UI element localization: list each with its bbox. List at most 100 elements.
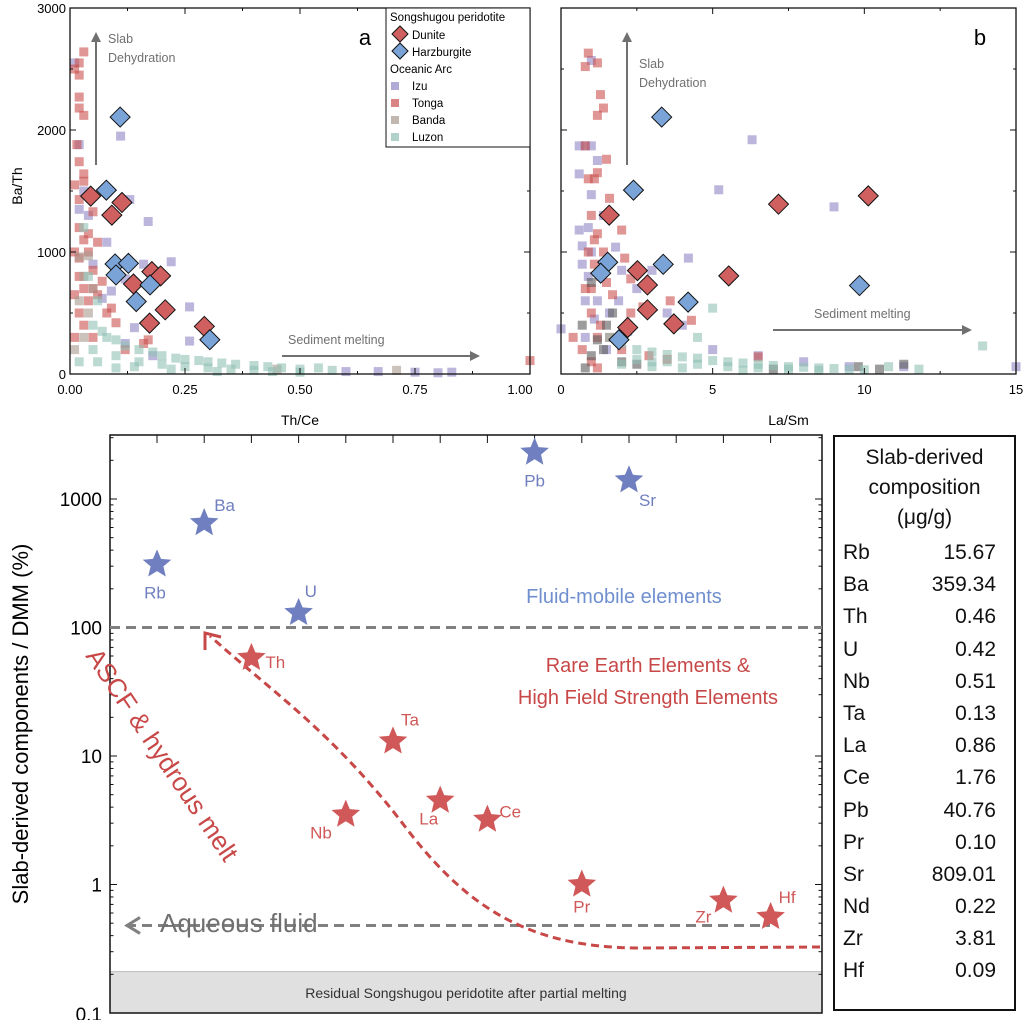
point-luzon: [263, 362, 273, 372]
point-tonga: [686, 315, 696, 325]
point-tonga: [74, 103, 84, 113]
point-luzon: [226, 364, 236, 374]
point-tonga: [106, 303, 116, 313]
point-izu: [747, 135, 757, 145]
luzon-marker-icon: [391, 133, 399, 141]
point-izu: [74, 204, 84, 214]
point-luzon: [327, 365, 337, 375]
point-tonga: [79, 169, 89, 179]
point-harzburgite: [109, 106, 131, 128]
point-luzon: [799, 362, 809, 372]
star-rb: [142, 549, 172, 577]
point-dunite: [101, 204, 123, 226]
element-value: 0.09: [955, 959, 996, 983]
point-tonga: [93, 290, 103, 300]
point-izu: [574, 169, 584, 179]
point-tonga: [586, 357, 596, 367]
point-banda: [88, 284, 98, 294]
dehydration-label: Dehydration: [108, 51, 175, 65]
x-tick-label: 0.25: [172, 382, 197, 397]
point-izu: [683, 253, 693, 263]
point-luzon: [768, 360, 778, 370]
point-luzon: [203, 363, 213, 373]
point-luzon: [120, 341, 130, 351]
point-tonga: [592, 168, 602, 178]
point-izu: [447, 367, 457, 377]
point-izu: [120, 274, 130, 284]
point-izu: [647, 265, 657, 275]
point-tonga: [583, 48, 593, 58]
point-luzon: [134, 345, 144, 355]
point-tonga: [568, 332, 578, 342]
composition-row: Nd 0.22: [835, 891, 1014, 923]
composition-row: Rb 15.67: [835, 537, 1014, 569]
point-tonga: [74, 271, 84, 281]
element-label-pr: Pr: [573, 898, 590, 917]
point-luzon: [277, 363, 287, 373]
point-izu: [586, 141, 596, 151]
point-izu: [139, 259, 149, 269]
star-ce: [473, 804, 502, 832]
x-tick-label: 0.50: [287, 382, 312, 397]
dehydration-label: Dehydration: [639, 76, 706, 90]
point-tonga: [79, 284, 89, 294]
point-harzburgite: [199, 329, 221, 351]
element-symbol: Ba: [843, 573, 869, 597]
legend-group-songshugou: Songshugou peridotite: [390, 12, 505, 24]
point-luzon: [157, 359, 167, 369]
point-tonga: [93, 237, 103, 247]
point-harzburgite: [848, 274, 871, 297]
point-tonga: [74, 70, 84, 80]
point-tonga: [617, 345, 627, 355]
point-luzon: [693, 353, 702, 363]
point-izu: [708, 345, 718, 355]
point-izu: [829, 202, 839, 212]
y-tick-label: 0: [59, 367, 66, 382]
star-sr: [614, 465, 644, 493]
element-value: 0.51: [955, 669, 996, 693]
point-izu: [106, 286, 116, 296]
element-value: 40.76: [943, 798, 996, 822]
star-pr: [567, 869, 597, 897]
point-tonga: [79, 47, 89, 57]
point-tonga: [580, 141, 590, 151]
point-tonga: [608, 290, 618, 300]
point-tonga: [143, 335, 153, 345]
ascf-label: ASCF & hydrous melt: [80, 643, 245, 868]
point-luzon: [74, 357, 84, 367]
point-harzburgite: [95, 179, 118, 201]
slab-label: Slab: [108, 32, 133, 46]
point-luzon: [738, 358, 748, 368]
element-symbol: Nd: [843, 895, 870, 919]
point-izu: [185, 336, 195, 346]
point-luzon: [708, 356, 718, 366]
point-tonga: [665, 296, 675, 306]
point-luzon: [203, 357, 213, 367]
point-luzon: [784, 364, 793, 374]
y-tick-label: 1000: [37, 245, 66, 260]
point-harzburgite: [105, 264, 127, 286]
star-la: [425, 785, 455, 813]
point-luzon: [180, 354, 190, 364]
point-dunite: [111, 191, 133, 214]
point-dunite: [718, 265, 740, 287]
composition-row: Th 0.46: [835, 601, 1014, 633]
panel-label: a: [359, 25, 372, 50]
dunite-marker-icon: [391, 25, 409, 43]
point-tonga: [580, 62, 590, 72]
point-tonga: [139, 339, 149, 348]
point-tonga: [753, 352, 763, 362]
element-label-sr: Sr: [639, 491, 656, 510]
point-tonga: [72, 140, 82, 150]
point-luzon: [313, 363, 323, 373]
composition-row: Ba 359.34: [835, 569, 1014, 601]
element-value: 0.10: [955, 830, 996, 854]
point-harzburgite: [652, 253, 674, 276]
point-banda: [875, 364, 884, 374]
point-tonga: [111, 318, 121, 328]
point-luzon: [723, 357, 733, 367]
point-banda: [83, 308, 93, 318]
element-value: 359.34: [931, 573, 996, 597]
point-tonga: [79, 176, 89, 186]
